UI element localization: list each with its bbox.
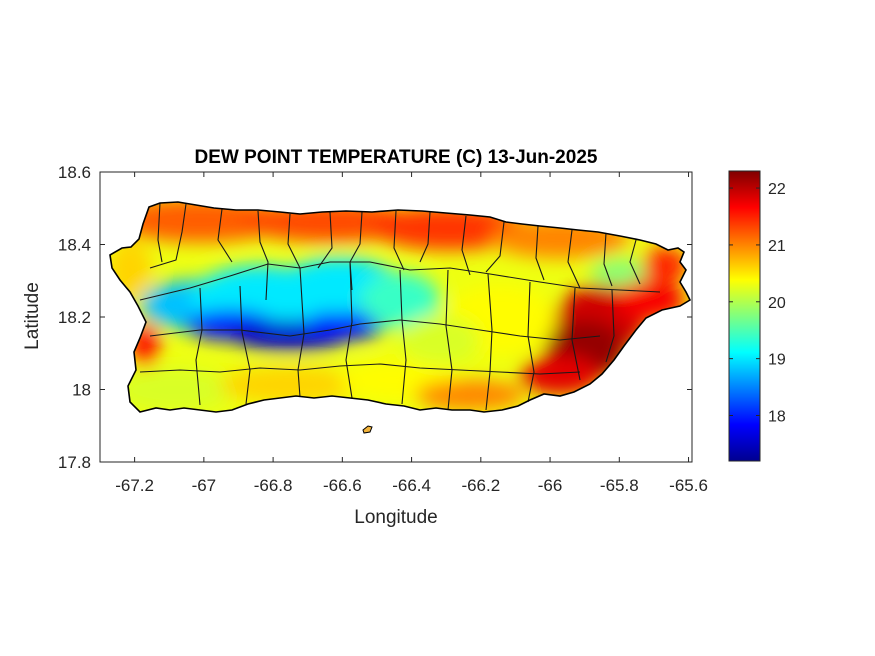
y-tick-label: 18 <box>72 381 91 400</box>
colorbar: 18 19 20 21 22 <box>728 170 786 462</box>
municipality-boundary <box>571 287 581 381</box>
x-tick-label: -67.2 <box>115 476 154 495</box>
x-axis-label: Longitude <box>354 507 437 528</box>
municipality-boundaries <box>139 202 661 411</box>
chart-title: DEW POINT TEMPERATURE (C) 13-Jun-2025 <box>195 147 598 168</box>
island-outline <box>109 201 692 413</box>
municipality-boundary <box>461 215 471 276</box>
dewpoint-map <box>109 201 692 434</box>
x-tick-label: -67 <box>192 476 217 495</box>
municipality-boundary <box>297 267 305 398</box>
y-tick-label: 18.6 <box>58 163 91 182</box>
x-tick-label: -66.2 <box>461 476 500 495</box>
municipality-boundary <box>257 210 269 301</box>
municipality-boundary <box>603 232 613 287</box>
municipality-boundary <box>345 261 353 399</box>
municipality-boundary <box>527 281 535 403</box>
municipality-boundary <box>629 239 641 285</box>
municipality-boundary <box>139 261 661 301</box>
municipality-boundary <box>419 211 431 263</box>
municipality-boundary <box>195 287 203 406</box>
x-axis: -67.2 -67 -66.8 -66.6 -66.4 -66.2 -66 -65.8 -65.… <box>115 172 708 495</box>
municipality-boundary <box>239 285 251 405</box>
y-axis: 17.8 18 18.2 18.4 18.6 <box>58 163 692 472</box>
x-tick-label: -66.8 <box>254 476 293 495</box>
heat-region <box>360 272 440 328</box>
municipality-boundary <box>485 221 505 273</box>
municipality-boundary <box>139 363 581 375</box>
y-tick-label: 17.8 <box>58 453 91 472</box>
municipality-boundary <box>535 225 545 281</box>
x-tick-label: -66 <box>538 476 563 495</box>
y-tick-label: 18.2 <box>58 308 91 327</box>
municipality-boundary <box>605 289 615 363</box>
colorbar-tick-label: 19 <box>768 352 786 369</box>
x-tick-label: -65.8 <box>600 476 639 495</box>
municipality-boundary <box>149 319 601 341</box>
heat-region <box>415 380 525 410</box>
x-tick-label: -65.6 <box>669 476 708 495</box>
municipality-boundary <box>485 273 493 411</box>
y-axis-label: Latitude <box>22 282 43 350</box>
colorbar-tick-label: 20 <box>768 295 786 312</box>
municipality-boundary <box>157 202 163 263</box>
heat-region <box>115 368 235 412</box>
municipality-boundary <box>567 229 581 289</box>
heat-region <box>400 315 480 365</box>
municipality-boundary <box>217 208 233 263</box>
heat-region <box>643 247 687 283</box>
heat-region <box>590 258 650 286</box>
municipality-boundary <box>317 211 333 269</box>
y-tick-label: 18.4 <box>58 236 91 255</box>
colorbar-tick-label: 21 <box>768 238 786 255</box>
heat-region <box>220 367 360 403</box>
x-tick-label: -66.6 <box>323 476 362 495</box>
heat-region <box>520 355 600 395</box>
municipality-boundary <box>393 210 405 271</box>
colorbar-tick-label: 18 <box>768 409 786 426</box>
colorbar-tick-label: 22 <box>768 181 786 198</box>
heat-region <box>305 310 385 340</box>
municipality-boundary <box>399 269 407 405</box>
caja-de-muertos-island <box>362 425 373 434</box>
colorbar-gradient <box>728 170 761 462</box>
municipality-boundary <box>445 269 453 411</box>
municipality-boundary <box>287 213 301 269</box>
municipality-boundary <box>149 203 187 269</box>
x-tick-label: -66.4 <box>392 476 431 495</box>
